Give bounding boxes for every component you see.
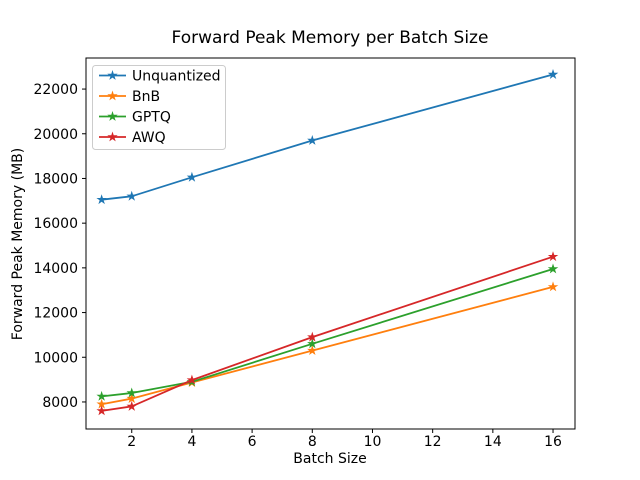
y-tick-label: 10000	[33, 350, 78, 366]
x-tick-label: 2	[127, 434, 136, 450]
y-tick-label: 8000	[42, 395, 78, 411]
x-tick-label: 10	[364, 434, 382, 450]
y-tick-label: 22000	[33, 82, 78, 98]
plot-spines	[85, 57, 576, 430]
legend-item-unquantized: Unquantized	[99, 69, 221, 85]
legend-marker	[107, 70, 118, 80]
star-marker	[307, 135, 318, 145]
star-marker	[307, 338, 318, 349]
star-marker	[547, 251, 559, 262]
star-marker	[186, 374, 198, 385]
y-tick-label: 12000	[33, 306, 78, 322]
legend-label: BnB	[132, 89, 160, 105]
star-marker	[547, 69, 559, 79]
y-axis-label: Forward Peak Memory (MB)	[10, 148, 26, 340]
star-marker	[96, 405, 107, 416]
legend-label: Unquantized	[132, 69, 221, 85]
legend-box	[92, 65, 226, 150]
y-tick-label: 18000	[33, 171, 78, 187]
x-tick-label: 8	[308, 434, 317, 450]
star-marker	[126, 190, 137, 201]
series-bnb	[96, 281, 559, 409]
legend-item-bnb: BnB	[99, 89, 160, 105]
series-unquantized	[96, 69, 559, 205]
x-tick-label: 6	[248, 434, 257, 450]
x-tick-label: 16	[544, 434, 562, 450]
star-marker	[547, 281, 559, 292]
legend-marker	[107, 111, 118, 121]
plot-area: 2 4 6 8 10 12 14 16 8000 10000 12000 14000 16000 1800…	[33, 57, 576, 450]
legend-marker	[107, 90, 118, 101]
star-marker	[307, 331, 318, 342]
y-tick-label: 20000	[33, 127, 78, 143]
chart-title: Forward Peak Memory per Batch Size	[172, 28, 489, 48]
star-marker	[547, 263, 559, 274]
x-tick-label: 14	[484, 434, 502, 450]
x-tick-label: 12	[424, 434, 442, 450]
star-marker	[96, 390, 107, 401]
star-marker	[307, 345, 318, 355]
star-marker	[96, 398, 107, 409]
star-marker	[96, 194, 107, 205]
legend-marker	[107, 131, 118, 142]
star-marker	[126, 387, 137, 398]
y-tick-label: 14000	[33, 261, 78, 277]
legend-item-gptq: GPTQ	[99, 110, 171, 126]
y-tick-label: 16000	[33, 216, 78, 232]
legend-item-awq: AWQ	[99, 130, 166, 146]
legend: Unquantized BnB GPTQ AWQ	[92, 65, 226, 150]
star-marker	[186, 171, 198, 182]
legend-label: GPTQ	[132, 110, 171, 126]
legend-label: AWQ	[132, 130, 166, 146]
x-axis-label: Batch Size	[293, 451, 366, 467]
series-awq	[96, 251, 559, 416]
x-tick-label: 4	[187, 434, 196, 450]
star-marker	[126, 393, 137, 404]
star-marker	[126, 400, 137, 411]
